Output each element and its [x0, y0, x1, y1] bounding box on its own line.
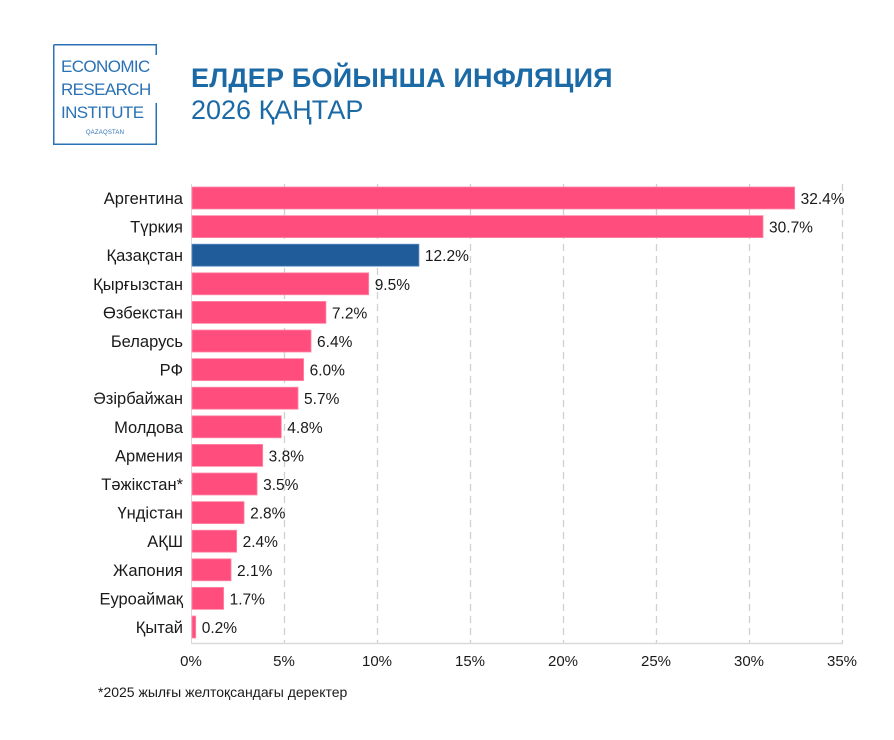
value-label: 32.4%	[801, 191, 845, 208]
bar	[191, 615, 197, 639]
category-label: Үндістан	[118, 505, 184, 523]
bar	[191, 386, 299, 410]
x-axis-tick-labels: 0% 5% 10% 15% 20% 25% 30% 35%	[180, 653, 857, 670]
x-tick-label: 35%	[827, 653, 857, 670]
x-tick-label: 5%	[273, 653, 295, 670]
value-label: 12.2%	[425, 248, 469, 265]
category-label: Армения	[115, 447, 183, 465]
x-tick-label: 25%	[641, 653, 671, 670]
bars	[191, 186, 796, 639]
bar	[191, 300, 327, 324]
bar	[191, 472, 258, 496]
category-label: Молдова	[114, 419, 184, 437]
category-labels: Аргентина Түркия Қазақстан Қырғызстан Өзбекс…	[93, 190, 184, 637]
category-label: Қытай	[136, 619, 183, 637]
value-label: 5.7%	[304, 391, 340, 408]
category-label: Тәжікстан*	[101, 476, 183, 494]
bar	[191, 501, 245, 525]
bar	[191, 415, 282, 439]
x-tick-label: 10%	[362, 653, 392, 670]
value-label: 1.7%	[230, 591, 266, 608]
gridlines	[191, 184, 844, 645]
category-label: Қырғызстан	[93, 276, 183, 294]
category-label: Әзірбайжан	[93, 390, 183, 408]
category-label: Өзбекстан	[103, 304, 183, 322]
bar	[191, 558, 232, 582]
bar-highlighted	[191, 243, 420, 267]
category-label: АҚШ	[147, 533, 183, 551]
bar	[191, 587, 225, 610]
category-label: Жапония	[113, 562, 183, 580]
value-label: 3.5%	[263, 477, 299, 494]
value-label: 3.8%	[269, 448, 305, 465]
logo: ECONOMIC RESEARCH INSTITUTE QAZAQSTAN	[53, 44, 157, 145]
value-label: 7.2%	[332, 305, 368, 322]
category-label: Аргентина	[104, 190, 184, 208]
bar	[191, 358, 304, 382]
category-label: Беларусь	[111, 333, 183, 351]
value-label: 2.8%	[250, 506, 286, 523]
logo-text-line2: RESEARCH	[61, 80, 151, 99]
category-label: Түркия	[130, 219, 183, 237]
category-label: РФ	[160, 362, 183, 380]
x-tick-label: 30%	[734, 653, 764, 670]
value-label: 6.0%	[310, 363, 346, 380]
category-label: Қазақстан	[107, 247, 183, 265]
value-label: 0.2%	[202, 620, 238, 637]
chart-subtitle: 2026 ҚАҢТАР	[191, 95, 364, 125]
bar	[191, 443, 264, 467]
value-label: 2.4%	[243, 534, 279, 551]
value-labels: 32.4% 30.7% 12.2% 9.5% 7.2% 6.4% 6.0% 5.7% 4.8% 3…	[202, 191, 845, 637]
logo-frame	[53, 44, 157, 145]
bar	[191, 272, 370, 296]
bar	[191, 329, 312, 353]
footnote: *2025 жылғы желтоқсандағы деректер	[98, 684, 348, 700]
x-tick-label: 15%	[455, 653, 485, 670]
logo-text-line1: ECONOMIC	[61, 57, 150, 76]
value-label: 9.5%	[375, 277, 411, 294]
chart-title: ЕЛДЕР БОЙЫНША ИНФЛЯЦИЯ	[191, 63, 613, 93]
value-label: 6.4%	[317, 334, 353, 351]
bar	[191, 529, 238, 553]
logo-subtext: QAZAQSTAN	[85, 130, 125, 136]
value-label: 2.1%	[237, 563, 273, 580]
category-label: Еуроаймақ	[99, 590, 183, 608]
x-tick-label: 0%	[180, 653, 202, 670]
x-tick-label: 20%	[548, 653, 578, 670]
value-label: 30.7%	[769, 220, 813, 237]
logo-text-line3: INSTITUTE	[61, 103, 144, 122]
bar	[191, 215, 764, 239]
bar	[191, 186, 796, 210]
value-label: 4.8%	[287, 420, 323, 437]
